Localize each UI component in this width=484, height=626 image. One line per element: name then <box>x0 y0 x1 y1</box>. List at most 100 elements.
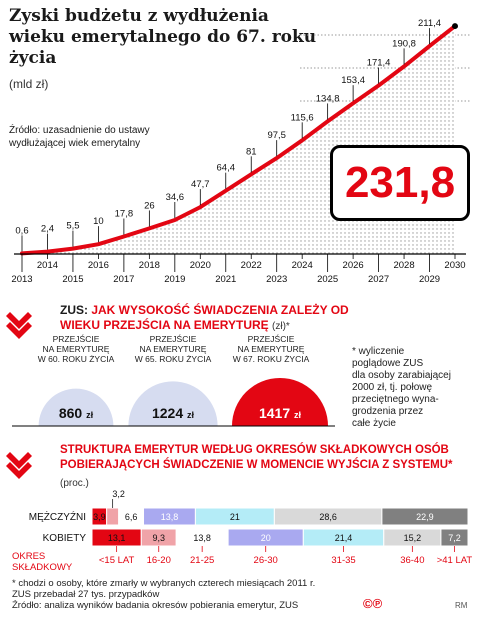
axis-title: SKŁADKOWY <box>12 562 73 573</box>
circle-value: 1417 zł <box>259 405 302 421</box>
x-tick-label: 2019 <box>164 274 185 285</box>
zus-heading: ZUS: JAK WYSOKOŚĆ ŚWIADCZENIA ZALEŻY OD … <box>60 303 390 334</box>
x-tick-label: 2030 <box>444 260 465 271</box>
x-tick-label: 2020 <box>190 260 211 271</box>
zus-note: * wyliczenie poglądowe ZUS dla osoby zar… <box>352 346 470 430</box>
series-label: MĘŻCZYŹNI <box>29 510 86 523</box>
category-label: 16-20 <box>147 555 171 566</box>
logo: ©℗ <box>363 596 383 611</box>
value-label: 26 <box>144 200 155 211</box>
zus-note-line2: poglądowe ZUS <box>352 358 424 369</box>
highlight-box: 231,8 <box>330 145 470 221</box>
value-label: 115,6 <box>291 112 314 123</box>
value-label: 153,4 <box>341 75 365 86</box>
circle-mark <box>128 381 218 426</box>
segment-label: 13,8 <box>193 533 211 543</box>
circle-value: 860 zł <box>59 405 94 421</box>
value-label: 10 <box>93 216 104 227</box>
value-label: 64,4 <box>217 163 236 174</box>
x-tick-label: 2024 <box>292 260 313 271</box>
segment-label: 15,2 <box>404 533 422 543</box>
circle-label-67-line2: NA EMERYTURĘ <box>237 344 305 354</box>
value-label: 171,4 <box>367 57 391 68</box>
segment-label: 3,2 <box>112 489 125 499</box>
source-bottom: Źródło: analiza wyników badania okresów … <box>12 600 299 611</box>
footnote-line2: ZUS przebadał 27 tys. przypadków <box>12 589 160 600</box>
category-label: 36-40 <box>400 555 424 566</box>
value-label: 47,7 <box>191 179 210 190</box>
value-label: 190,8 <box>392 38 416 49</box>
structure-heading: STRUKTURA EMERYTUR WEDŁUG OKRESÓW SKŁADK… <box>60 443 480 473</box>
segment-bar <box>381 507 469 526</box>
chart-title: Zyski budżetu z wydłużenia wieku emeryta… <box>9 6 317 68</box>
segment-label: 21 <box>230 512 240 522</box>
structure-unit: (proc.) <box>60 478 89 489</box>
zus-note-line1: * wyliczenie <box>352 346 405 357</box>
x-tick-label: 2029 <box>419 274 440 285</box>
segment-label: 13,8 <box>161 512 179 522</box>
value-label: 0,6 <box>15 225 28 236</box>
arrow-down-icon-2 <box>6 452 32 479</box>
value-label: 17,8 <box>115 208 134 219</box>
end-point <box>452 23 458 30</box>
x-tick-label: 2022 <box>241 260 262 271</box>
structure-heading-line1: STRUKTURA EMERYTUR WEDŁUG OKRESÓW SKŁADK… <box>60 444 449 456</box>
segment-label: 9,3 <box>152 533 165 543</box>
circle-label-67: PRZEJŚCIE NA EMERYTURĘ W 67. ROKU ŻYCIA <box>226 334 316 364</box>
circle-label-65: PRZEJŚCIE NA EMERYTURĘ W 65. ROKU ŻYCIA <box>128 334 218 364</box>
category-label: 21-25 <box>190 555 214 566</box>
x-tick-label: 2018 <box>139 260 160 271</box>
author-initials: RM <box>455 601 468 610</box>
zus-note-line7: całe życie <box>352 418 396 429</box>
value-label: 2,4 <box>41 224 54 235</box>
arrow-down-icon <box>6 312 32 339</box>
value-label: 134,8 <box>316 93 340 104</box>
zus-note-line4: 2000 zł, tj. połowę <box>352 382 433 393</box>
segment-label: 28,6 <box>319 512 337 522</box>
circle-label-67-line3: W 67. ROKU ŻYCIA <box>232 354 310 364</box>
circle-label-60-line2: NA EMERYTURĘ <box>42 344 110 354</box>
category-label: 26-30 <box>254 555 278 566</box>
structure-heading-line2: POBIERAJĄCYCH ŚWIADCZENIE W MOMENCIE WYJ… <box>60 459 453 471</box>
value-label: 211,4 <box>418 18 441 29</box>
category-label: 31-35 <box>331 555 355 566</box>
value-label: 81 <box>246 146 257 157</box>
zus-heading-text: JAK WYSOKOŚĆ ŚWIADCZENIA ZALEŻY OD WIEKU… <box>60 303 349 332</box>
x-tick-label: 2016 <box>88 260 109 271</box>
x-tick-label: 2027 <box>368 274 389 285</box>
zus-heading-prefix: ZUS: <box>60 303 92 317</box>
area-line <box>20 24 457 256</box>
circle-label-67-line1: PRZEJŚCIE <box>247 334 295 344</box>
x-tick-label: 2013 <box>11 274 32 285</box>
x-tick-label: 2014 <box>37 260 58 271</box>
circle-label-65-line1: PRZEJŚCIE <box>149 334 197 344</box>
x-tick-label: 2021 <box>215 274 236 285</box>
value-label: 34,6 <box>166 192 185 203</box>
segment-label: 3,9 <box>93 512 106 522</box>
series-label: KOBIETY <box>43 533 87 544</box>
unit-label: (mld zł) <box>9 77 49 91</box>
x-tick-label: 2023 <box>266 274 287 285</box>
zus-note-line5: przeciętnego wyna- <box>352 394 439 405</box>
segment-label: 21,4 <box>335 533 353 543</box>
circle-mark <box>38 388 114 426</box>
circle-label-65-line3: W 65. ROKU ŻYCIA <box>134 354 212 364</box>
x-tick-label: 2025 <box>317 274 338 285</box>
circle-label-60: PRZEJŚCIE NA EMERYTURĘ W 60. ROKU ŻYCIA <box>31 334 121 364</box>
source-top: Źródło: uzasadnienie do ustawy wydłużają… <box>9 125 150 149</box>
zus-note-line3: dla osoby zarabiającej <box>352 370 451 381</box>
circle-value: 1224 zł <box>152 405 195 421</box>
circle-label-60-line1: PRZEJŚCIE <box>52 334 100 344</box>
x-tick-label: 2026 <box>343 260 364 271</box>
segment-label: 6,6 <box>125 512 138 522</box>
value-label: 5,5 <box>66 221 79 232</box>
footnote: * chodzi o osoby, które zmarły w wybrany… <box>12 578 472 600</box>
category-label: >41 LAT <box>437 555 473 566</box>
x-tick-label: 2017 <box>113 274 134 285</box>
x-tick-label: 2015 <box>62 274 83 285</box>
segment-label: 13,1 <box>108 533 126 543</box>
x-tick-label: 2028 <box>393 260 414 271</box>
segment-label: 7,2 <box>448 533 461 543</box>
zus-note-line6: grodzenia przez <box>352 406 424 417</box>
axis-title: OKRES <box>12 551 45 562</box>
